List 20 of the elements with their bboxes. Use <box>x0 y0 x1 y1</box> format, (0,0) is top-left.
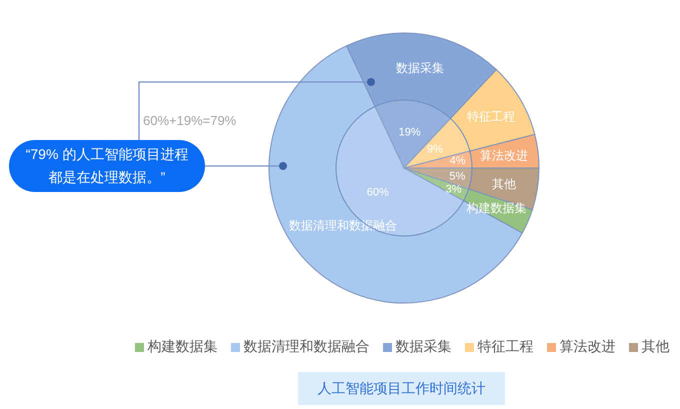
slice-label: 其他 <box>492 176 516 191</box>
data-label: 5% <box>449 170 466 182</box>
slice-label: 特征工程 <box>466 110 515 124</box>
data-label: 60% <box>366 186 389 199</box>
data-label: 19% <box>398 126 421 138</box>
slice-label: 构建数据集 <box>466 201 527 216</box>
data-label: 9% <box>427 144 444 156</box>
text: “79% 的人工智能项目进程都是在处理数据。” <box>24 145 190 187</box>
text: 60%+19%=79% <box>143 113 236 129</box>
data-label: 4% <box>450 155 466 168</box>
slice-label: 数据采集 <box>396 61 444 76</box>
data-label: 3% <box>446 183 462 196</box>
legend-label: 数据清理和数据融合 <box>244 338 370 356</box>
legend-label: 算法改进 <box>560 338 616 356</box>
legend-label: 其他 <box>642 338 670 356</box>
slice-label: 算法改进 <box>480 148 528 162</box>
legend-label: 构建数据集 <box>148 338 218 356</box>
legend-label: 数据采集 <box>396 338 452 356</box>
text: 人工智能项目工作时间统计 <box>318 380 486 398</box>
legend-label: 特征工程 <box>478 338 534 356</box>
